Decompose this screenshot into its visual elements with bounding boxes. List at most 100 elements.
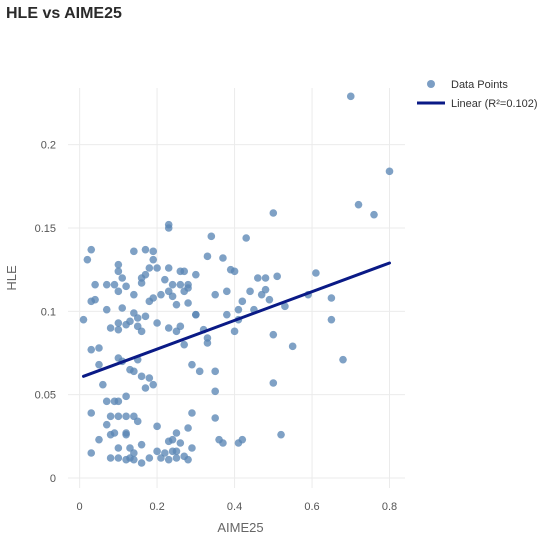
data-point (219, 439, 227, 447)
data-point (288, 342, 297, 351)
data-point (118, 274, 127, 282)
data-point (141, 312, 150, 321)
data-point (157, 290, 165, 299)
data-point (269, 330, 278, 339)
data-point (95, 360, 103, 369)
data-point (126, 317, 134, 326)
data-point (149, 380, 158, 389)
data-point (141, 384, 150, 392)
data-point (168, 280, 177, 289)
data-point (354, 200, 363, 209)
data-point (265, 295, 274, 304)
data-point (184, 284, 192, 292)
data-point (184, 424, 192, 432)
x-axis-title: AIME25 (217, 520, 263, 535)
data-point (176, 280, 185, 289)
data-point (184, 455, 192, 464)
data-point (122, 430, 130, 439)
legend: Data Points Linear (R²=0.102) (417, 79, 538, 110)
data-point (91, 295, 99, 304)
data-point (141, 270, 150, 279)
legend-points-label: Data Points (451, 79, 508, 91)
data-point (281, 302, 289, 311)
data-point (137, 372, 146, 381)
linear-fit-line (81, 261, 392, 378)
data-point (238, 297, 247, 306)
data-point (102, 397, 111, 406)
data-point (164, 324, 173, 332)
data-point (149, 294, 158, 302)
data-point (184, 299, 192, 307)
data-point (269, 209, 278, 217)
data-point (79, 315, 88, 324)
data-point (161, 449, 169, 457)
data-point (130, 455, 138, 464)
data-point (133, 314, 142, 322)
data-point (114, 412, 123, 421)
data-point (149, 247, 158, 256)
data-point (168, 435, 177, 444)
data-points-layer (79, 92, 394, 467)
x-tick-label: 0.2 (149, 501, 164, 513)
axis-ticks: 0 0.05 0.1 0.15 0.2 0 0.2 0.4 0.6 0.8 (35, 140, 398, 513)
data-point (203, 252, 212, 261)
data-point (370, 210, 378, 219)
data-point (312, 269, 320, 277)
y-tick-label: 0.1 (41, 306, 56, 318)
data-point (161, 275, 169, 284)
data-point (106, 412, 115, 421)
y-tick-label: 0.2 (41, 140, 56, 152)
data-point (106, 454, 115, 462)
data-point (211, 414, 219, 422)
data-point (211, 387, 219, 396)
data-point (172, 447, 181, 456)
data-point (114, 325, 123, 334)
data-point (83, 255, 92, 264)
data-point (114, 397, 123, 406)
data-point (234, 305, 243, 314)
x-tick-label: 0.4 (227, 501, 242, 513)
data-point (102, 280, 111, 289)
data-point (230, 267, 239, 276)
x-tick-label: 0.6 (304, 501, 319, 513)
data-point (110, 280, 119, 289)
data-point (137, 279, 146, 287)
data-point (327, 294, 336, 302)
data-point (130, 247, 138, 256)
data-point (130, 449, 138, 457)
data-point (130, 367, 138, 376)
data-point (95, 344, 103, 352)
legend-line-label: Linear (R²=0.102) (451, 98, 538, 110)
data-point (242, 234, 250, 242)
data-point (164, 224, 173, 232)
data-point (137, 327, 146, 336)
data-point (153, 447, 161, 456)
data-point (87, 345, 96, 354)
data-point (102, 420, 111, 429)
data-point (137, 459, 146, 467)
data-point (246, 287, 254, 296)
data-point (153, 319, 161, 327)
data-point (145, 454, 154, 462)
data-point (172, 429, 181, 437)
data-point (180, 340, 189, 349)
data-point (114, 319, 123, 327)
data-point (339, 355, 347, 364)
data-point (149, 255, 158, 264)
data-point (114, 260, 123, 269)
data-point (269, 379, 278, 387)
data-point (114, 267, 123, 276)
data-point (219, 254, 227, 262)
data-point (122, 392, 130, 401)
data-point (164, 455, 173, 464)
data-point (207, 232, 216, 241)
data-point (137, 440, 146, 449)
data-point (168, 292, 177, 301)
data-point (118, 304, 127, 312)
data-point (114, 444, 123, 452)
data-point (95, 435, 103, 444)
data-point (203, 339, 212, 347)
data-point (230, 327, 239, 336)
y-tick-label: 0 (50, 473, 56, 485)
